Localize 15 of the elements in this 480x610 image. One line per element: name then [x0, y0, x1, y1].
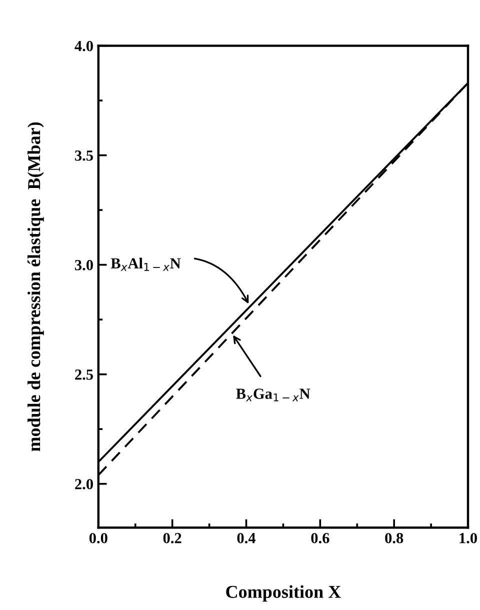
- annotation: B$_{x}$Ga$_{1−x}$N: [236, 388, 310, 402]
- x-tick-label: 0.6: [311, 532, 330, 544]
- x-tick-label: 1.0: [460, 532, 477, 544]
- annotation: B$_{x}$Al$_{1−x}$N: [110, 258, 181, 271]
- y-tick-label: 2.5: [75, 370, 93, 380]
- x-tick-label: 0.8: [385, 532, 404, 544]
- x-tick-label: 0.0: [89, 532, 108, 544]
- x-axis-title: Composition X: [226, 585, 341, 602]
- y-tick-label: 3.5: [75, 150, 93, 161]
- x-tick-label: 0.4: [237, 532, 256, 544]
- y-tick-label: 4.0: [74, 40, 93, 52]
- y-tick-label: 3.0: [75, 260, 93, 270]
- x-tick-label: 0.2: [163, 532, 182, 544]
- y-axis-title: module de compression élastique B(Mbar): [27, 122, 44, 452]
- y-tick-label: 2.0: [75, 478, 93, 490]
